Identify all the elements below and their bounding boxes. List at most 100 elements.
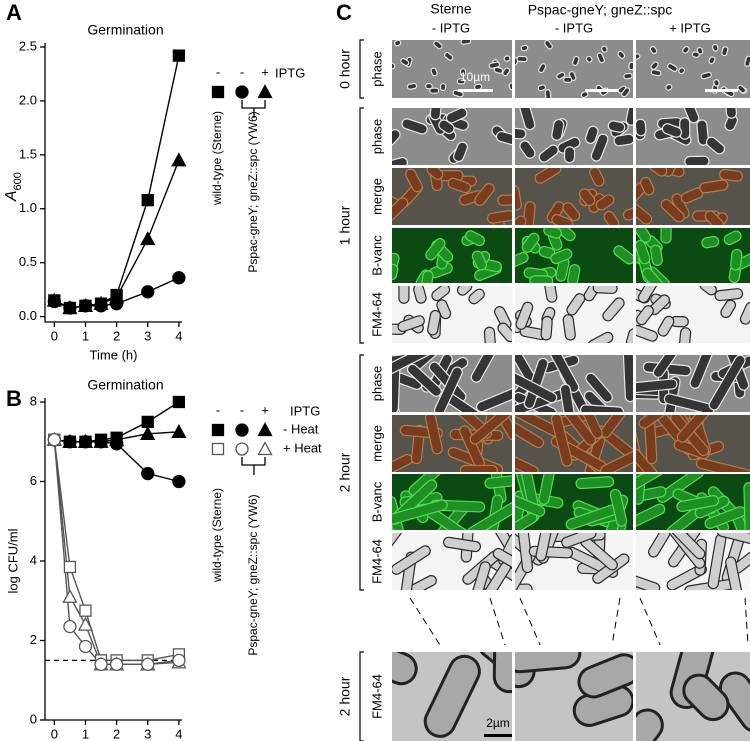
scale-bar	[484, 734, 512, 737]
cell	[459, 464, 498, 472]
marker	[63, 560, 77, 574]
legend-column: +	[261, 64, 269, 79]
micrograph	[392, 40, 512, 98]
cell	[650, 61, 659, 70]
cell	[585, 125, 599, 144]
cell	[576, 415, 603, 439]
cell	[465, 230, 486, 247]
cell	[471, 561, 491, 590]
bracket	[241, 100, 266, 118]
cell	[678, 67, 686, 75]
cell	[398, 551, 417, 590]
cell	[515, 215, 527, 225]
cell	[508, 82, 512, 91]
cell	[713, 79, 720, 87]
cell	[503, 55, 511, 62]
cell	[520, 44, 529, 52]
cell	[483, 326, 496, 343]
legend-column: -	[240, 64, 244, 79]
cell	[656, 474, 705, 503]
cell	[456, 78, 466, 85]
x-tick-label: 0	[51, 726, 58, 741]
micrograph	[636, 652, 750, 741]
cell	[515, 533, 534, 574]
micrograph	[636, 40, 750, 98]
x-axis-label: Time (h)	[90, 347, 138, 362]
cell	[495, 130, 512, 148]
cell	[708, 355, 746, 411]
panel-label: C	[336, 0, 352, 25]
micrograph	[515, 228, 633, 283]
cell	[544, 89, 552, 98]
legend-column: -	[216, 402, 220, 417]
column-condition: + IPTG	[669, 20, 711, 35]
cell	[716, 533, 750, 546]
cell	[575, 476, 615, 490]
cell	[399, 575, 437, 590]
cell	[537, 84, 547, 92]
cell	[515, 301, 534, 330]
cell	[623, 72, 633, 80]
cell	[470, 355, 497, 383]
marker	[109, 297, 124, 311]
cell	[600, 415, 633, 439]
strain-label: wild-type (Sterne)	[210, 488, 224, 583]
cell	[486, 210, 512, 224]
marker	[141, 657, 155, 671]
cell	[444, 51, 454, 61]
cell	[599, 448, 633, 472]
marker	[94, 657, 108, 671]
cell	[650, 244, 663, 266]
cell	[678, 327, 692, 343]
cell	[617, 50, 626, 59]
x-tick-label: 1	[82, 726, 89, 741]
cell	[676, 495, 720, 513]
cell	[718, 671, 750, 733]
cell	[699, 286, 717, 296]
cell	[544, 286, 558, 303]
zoom-guide	[409, 597, 749, 646]
y-tick-label: 1.5	[19, 146, 37, 161]
cell	[425, 83, 433, 90]
cell	[660, 198, 685, 223]
y-tick-label: 6	[30, 473, 37, 488]
legend-header: IPTG	[290, 403, 320, 418]
row-label: phase	[369, 366, 384, 401]
cell	[667, 63, 678, 72]
cell	[595, 194, 615, 211]
cell	[602, 297, 625, 322]
cell	[682, 673, 730, 722]
micrograph	[392, 168, 512, 225]
cell	[421, 270, 434, 283]
cell	[453, 141, 468, 163]
cell	[468, 288, 485, 305]
cell	[392, 652, 418, 686]
marker	[140, 425, 156, 440]
cell	[622, 206, 633, 221]
cell	[700, 71, 712, 80]
y-tick-label: 2.0	[19, 92, 37, 107]
strain-label: wild-type (Sterne)	[210, 111, 224, 206]
micrograph	[392, 286, 512, 343]
cell	[704, 210, 724, 225]
cell	[567, 264, 581, 283]
cell	[392, 156, 408, 165]
cell	[550, 415, 573, 467]
y-axis-label: log CFU/ml	[5, 528, 20, 593]
micrograph	[636, 415, 750, 472]
cell	[737, 84, 747, 94]
cell	[562, 314, 576, 341]
micrograph	[392, 228, 512, 283]
scale-bar	[585, 89, 618, 92]
cell	[398, 286, 410, 304]
cell	[521, 232, 540, 253]
row-label: B-vanc	[369, 481, 384, 522]
cell	[459, 68, 467, 77]
row-label: B-vanc	[369, 235, 384, 276]
cell	[488, 533, 512, 561]
group-bracket	[359, 354, 364, 591]
cell	[550, 248, 573, 265]
cell	[515, 185, 522, 211]
cell	[544, 40, 553, 50]
cell	[397, 315, 425, 333]
